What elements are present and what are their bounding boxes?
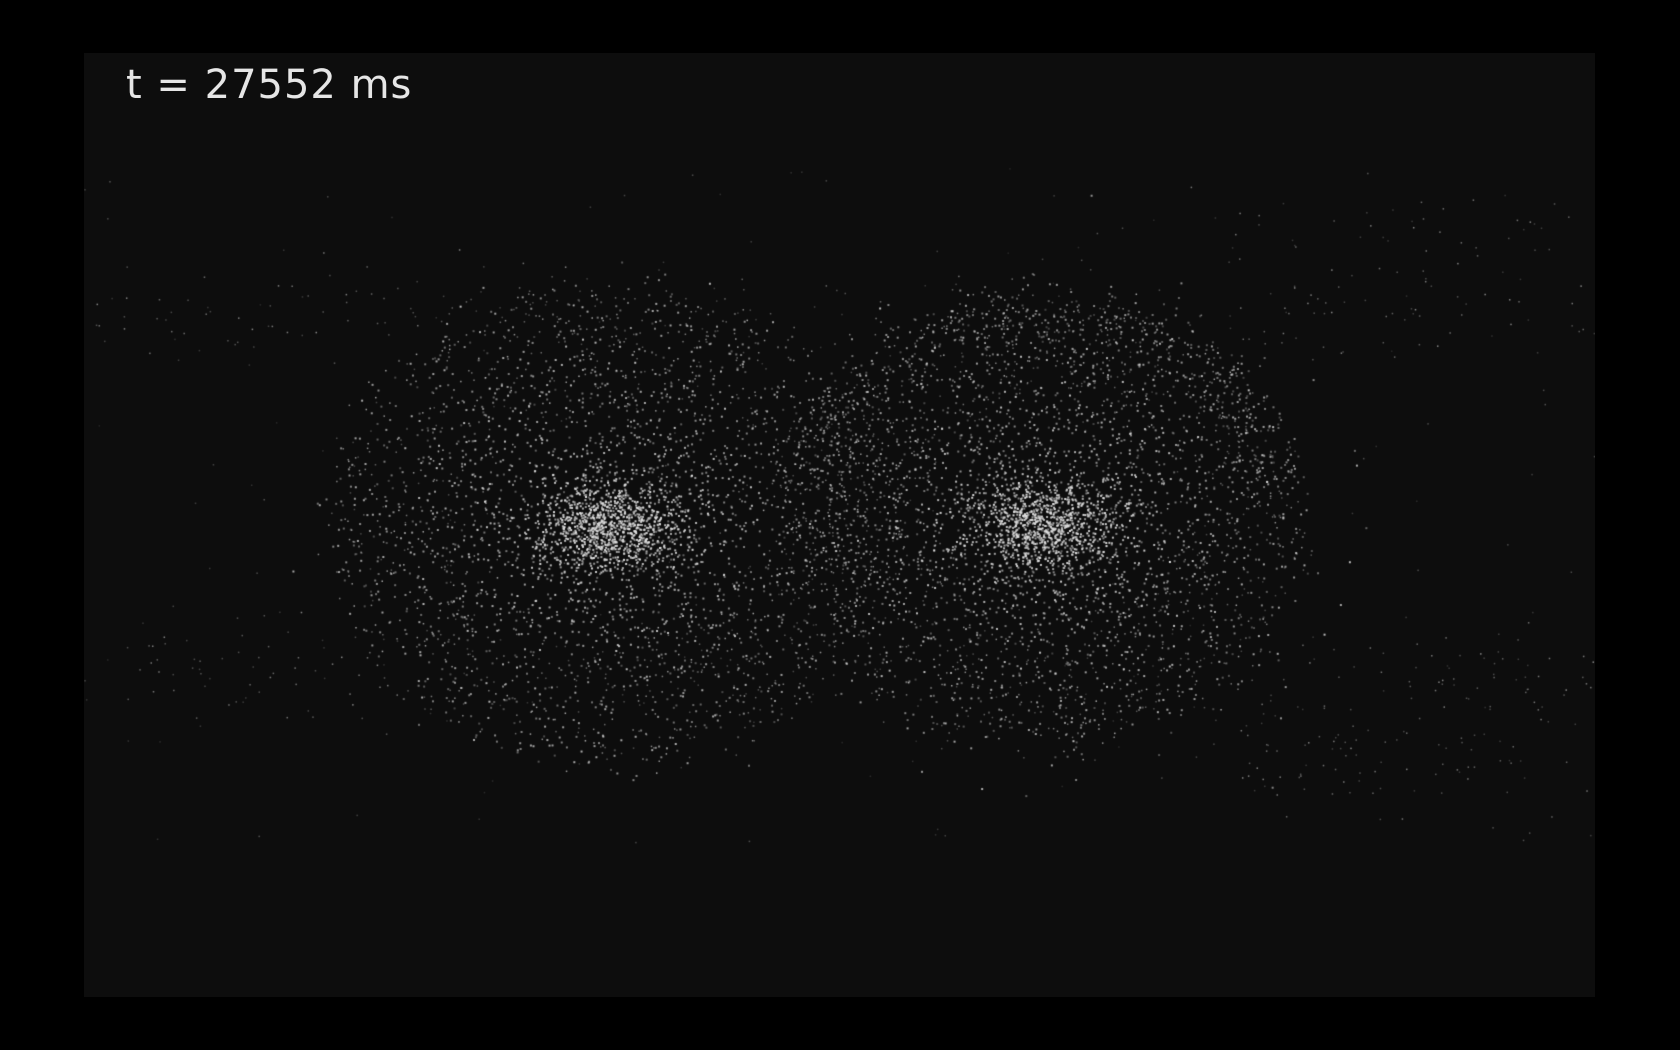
particle-field bbox=[84, 53, 1595, 997]
time-readout: t = 27552 ms bbox=[126, 62, 413, 108]
simulation-viewport: t = 27552 ms bbox=[84, 53, 1595, 997]
